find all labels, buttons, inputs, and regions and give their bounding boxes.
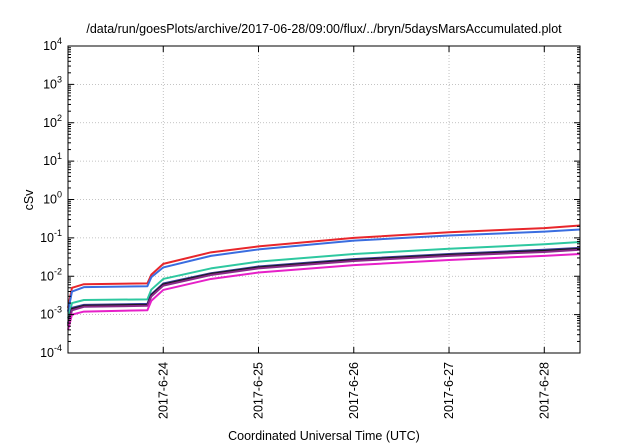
y-tick-label: 100 [43,190,62,207]
y-tick-label: 104 [43,36,62,53]
y-tick-base: 10 [40,346,54,360]
y-tick-label: 10-2 [40,266,62,283]
grid [68,46,580,353]
series-line [67,241,581,319]
x-tick-label: 2017-6-26 [347,362,361,419]
y-tick-base: 10 [43,39,57,53]
y-tick-exponent: -3 [54,305,62,315]
y-tick-base: 10 [43,193,57,207]
x-tick-label: 2017-6-27 [442,362,456,419]
y-tick-exponent: -2 [54,266,62,276]
series-line [67,224,581,309]
y-tick-exponent: 4 [57,36,62,46]
y-tick-exponent: 0 [57,190,62,200]
y-tick-base: 10 [40,308,54,322]
chart-title: /data/run/goesPlots/archive/2017-06-28/0… [86,22,562,36]
y-tick-exponent: 1 [57,151,62,161]
x-axis: 2017-6-24 2017-6-25 2017-6-26 2017-6-27 2017… [156,46,551,419]
x-axis-label: Coordinated Universal Time (UTC) [228,429,420,443]
series-layer [67,224,581,331]
y-tick-label: 10-1 [40,228,62,245]
series-line [67,253,581,331]
x-tick-label: 2017-6-25 [252,362,266,419]
y-tick-base: 10 [43,116,57,130]
y-tick-label: 10-4 [40,343,62,360]
y-tick-base: 10 [43,77,57,91]
y-axis-label: cSv [22,189,36,211]
y-tick-label: 10-3 [40,305,62,322]
x-tick-label: 2017-6-24 [156,362,170,419]
y-tick-label: 102 [43,113,62,130]
y-tick-label: 103 [43,74,62,91]
y-tick-label: 101 [43,151,62,168]
y-tick-exponent: -4 [54,343,62,353]
series-line [67,228,581,312]
series-line [67,248,581,327]
y-tick-exponent: -1 [54,228,62,238]
y-tick-base: 10 [40,231,54,245]
x-tick-label: 2017-6-28 [537,362,551,419]
y-tick-base: 10 [40,269,54,283]
y-tick-exponent: 3 [57,74,62,84]
y-tick-exponent: 2 [57,113,62,123]
y-tick-base: 10 [43,154,57,168]
